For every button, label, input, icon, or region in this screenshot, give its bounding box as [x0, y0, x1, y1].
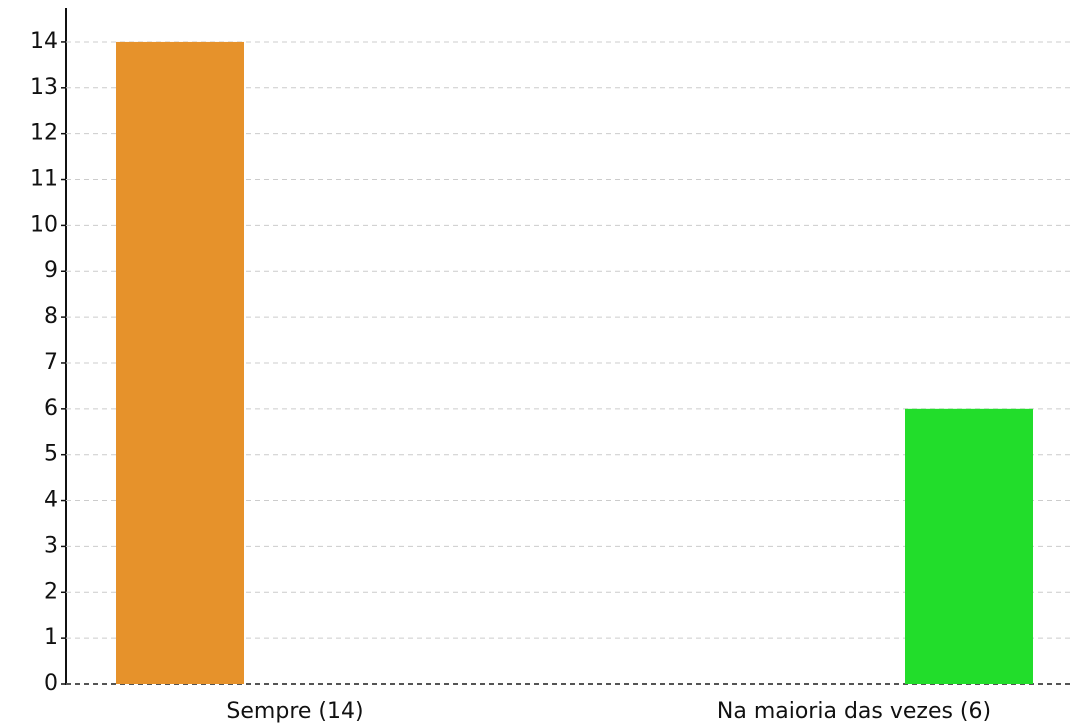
x-tick-label: Na maioria das vezes (6): [717, 699, 991, 723]
y-tick-label: 4: [44, 488, 58, 513]
bar: [905, 408, 1033, 684]
bar: [116, 41, 244, 685]
y-tick-label: 3: [44, 533, 58, 558]
y-tick-label: 12: [30, 121, 58, 146]
y-tick-label: 5: [44, 442, 58, 467]
y-tick-label: 10: [30, 212, 58, 237]
y-tick-label: 1: [44, 625, 58, 650]
y-tick-label: 11: [30, 167, 58, 192]
y-tick-label: 6: [44, 396, 58, 421]
y-tick-label: 0: [44, 671, 58, 696]
y-tick-label: 9: [44, 258, 58, 283]
x-tick-label: Sempre (14): [226, 699, 363, 723]
y-tick-label: 13: [30, 75, 58, 100]
y-tick-label: 8: [44, 304, 58, 329]
y-tick-label: 7: [44, 350, 58, 375]
y-tick-label: 14: [30, 29, 58, 54]
y-tick-label: 2: [44, 579, 58, 604]
